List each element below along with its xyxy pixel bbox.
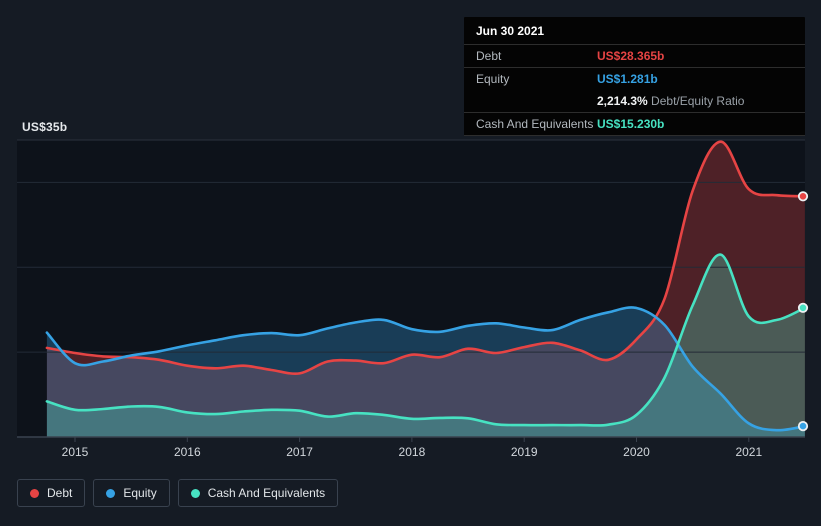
legend-item-debt[interactable]: Debt — [17, 479, 86, 507]
cash-and-equivalents-endpoint-dot — [797, 302, 809, 313]
tooltip-debt-label: Debt — [476, 49, 502, 63]
tooltip-ratio-value: 2,214.3% — [597, 94, 648, 108]
debt-area — [46, 141, 805, 437]
tooltip-date: Jun 30 2021 — [464, 17, 805, 45]
x-axis-label-2015: 2015 — [62, 445, 89, 459]
legend-item-equity[interactable]: Equity — [93, 479, 170, 507]
x-axis-label-2018: 2018 — [399, 445, 426, 459]
tooltip-cash-value: US$15.230b — [597, 117, 665, 131]
tooltip-equity-row: Equity US$1.281b — [464, 68, 805, 90]
tooltip-debt-value: US$28.365b — [597, 49, 665, 63]
cash-and-equivalents-legend-dot-icon — [190, 488, 200, 498]
debt-legend-dot-icon — [30, 488, 39, 498]
equity-area — [46, 307, 805, 437]
x-axis-label-2019: 2019 — [511, 445, 538, 459]
cash-and-equivalents-line — [45, 253, 805, 427]
x-axis-label-2020: 2020 — [623, 445, 650, 459]
x-axis-label-2021: 2021 — [735, 445, 762, 459]
tooltip-cash-row: Cash And Equivalents US$15.230b — [464, 113, 805, 136]
plot-area[interactable] — [17, 140, 805, 437]
debt-endpoint-dot — [797, 191, 809, 202]
tooltip-equity-label: Equity — [476, 72, 510, 86]
x-axis-label-2016: 2016 — [174, 445, 201, 459]
legend-label-equity: Equity — [123, 486, 157, 500]
y-axis-label-max: US$35b — [22, 120, 68, 134]
cash-and-equivalents-area — [46, 254, 805, 437]
legend-label-cash-and-equivalents: Cash And Equivalents — [207, 486, 326, 500]
legend-label-debt: Debt — [47, 486, 73, 500]
tooltip-debt-row: Debt US$28.365b — [464, 45, 805, 68]
x-axis-label-2017: 2017 — [286, 445, 313, 459]
tooltip-ratio-suffix: Debt/Equity Ratio — [647, 94, 745, 108]
legend-item-cash-and-equivalents[interactable]: Cash And Equivalents — [177, 479, 339, 507]
tooltip-ratio-row: 2,214.3% Debt/Equity Ratio — [464, 90, 805, 113]
tooltip-cash-label: Cash And Equivalents — [476, 117, 594, 131]
chart-tooltip: Jun 30 2021 Debt US$28.365b Equity US$1.… — [464, 17, 805, 136]
chart-legend: Debt Equity Cash And Equivalents — [17, 479, 339, 507]
equity-endpoint-dot — [797, 420, 809, 432]
debt-line — [45, 140, 805, 376]
equity-legend-dot-icon — [106, 488, 116, 498]
tooltip-equity-value: US$1.281b — [597, 72, 658, 86]
